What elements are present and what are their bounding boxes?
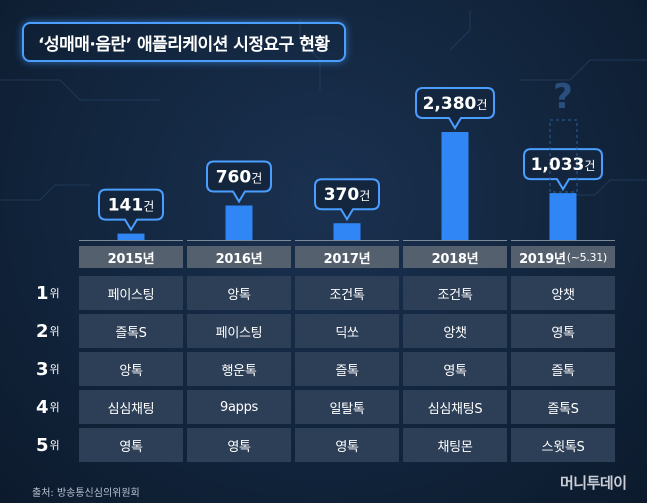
- value-bubble: [415, 87, 495, 130]
- table-cell: 페이스팅: [187, 314, 291, 348]
- year-label: 2018년: [431, 251, 479, 267]
- rank-number: 5: [36, 434, 49, 456]
- year-label: 2017년: [323, 251, 371, 267]
- bar: [441, 132, 469, 240]
- table-cell: 앙챗: [511, 276, 615, 310]
- year-header: 2015년: [79, 246, 183, 268]
- rank-number: 3: [36, 358, 49, 380]
- data-label: 141건: [108, 196, 155, 216]
- rank-number: 2: [36, 320, 49, 342]
- year-label: 2019년: [519, 251, 566, 267]
- rank-suffix: 위: [49, 439, 60, 452]
- year-label: 2016년: [215, 251, 263, 267]
- year-header: 2016년: [187, 246, 291, 268]
- table-cell: 행운톡: [187, 352, 291, 386]
- bar: [225, 205, 253, 240]
- year-sublabel: (~5.31): [566, 250, 608, 264]
- rank-suffix: 위: [49, 363, 60, 376]
- table-cell: 앙챗: [403, 314, 507, 348]
- year-header: 2019년 (~5.31): [511, 246, 615, 268]
- publisher-logo: 머니투데이: [560, 474, 627, 492]
- projected-bar-outline: [549, 119, 578, 193]
- year-header: 2017년: [295, 246, 399, 268]
- table-cell: 페이스팅: [79, 276, 183, 310]
- table-cell: 일탈톡: [295, 390, 399, 424]
- data-label: 370건: [324, 185, 371, 205]
- table-cell: 심심채팅S: [403, 390, 507, 424]
- question-mark-icon: ?: [553, 77, 573, 117]
- bar: [549, 193, 577, 240]
- data-label: 1,033건: [531, 155, 596, 175]
- table-cell: 스윗톡S: [511, 428, 615, 462]
- table-cell: 즐톡S: [79, 314, 183, 348]
- table-cell: 앙톡: [79, 352, 183, 386]
- source-note: 출처: 방송통신심의위원회: [32, 488, 140, 499]
- table-cell: 채팅몬: [403, 428, 507, 462]
- rank-suffix: 위: [49, 325, 60, 338]
- data-label: 760건: [216, 168, 263, 188]
- table-cell: 앙톡: [187, 276, 291, 310]
- table-cell: 즐톡S: [511, 390, 615, 424]
- table-cell: 조건톡: [295, 276, 399, 310]
- value-bubble: [523, 148, 603, 192]
- table-cell: 영톡: [187, 428, 291, 462]
- table-cell: 9apps: [187, 390, 291, 424]
- rank-number: 1: [36, 282, 49, 304]
- table-cell: 즐톡: [295, 352, 399, 386]
- bar: [117, 233, 145, 240]
- title-box: ‘성매매·음란’ 애플리케이션 시정요구 현황: [22, 22, 346, 62]
- table-cell: 영톡: [79, 428, 183, 462]
- value-bubble: [314, 178, 380, 222]
- table-cell: 영톡: [295, 428, 399, 462]
- rank-number: 4: [36, 396, 49, 418]
- table-cell: 조건톡: [403, 276, 507, 310]
- rank-suffix: 위: [49, 287, 60, 300]
- table-cell: 딕쏘: [295, 314, 399, 348]
- chart-title: ‘성매매·음란’ 애플리케이션 시정요구 현황: [38, 34, 330, 55]
- data-label: 2,380건: [423, 94, 488, 114]
- value-bubble: [206, 160, 272, 204]
- table-cell: 심심채팅: [79, 390, 183, 424]
- year-header: 2018년: [403, 246, 507, 268]
- bar: [333, 223, 361, 240]
- table-cell: 즐톡: [511, 352, 615, 386]
- table-cell: 영톡: [403, 352, 507, 386]
- value-bubble: [98, 188, 164, 232]
- table-cell: 영톡: [511, 314, 615, 348]
- year-label: 2015년: [107, 251, 155, 267]
- rank-suffix: 위: [49, 401, 60, 414]
